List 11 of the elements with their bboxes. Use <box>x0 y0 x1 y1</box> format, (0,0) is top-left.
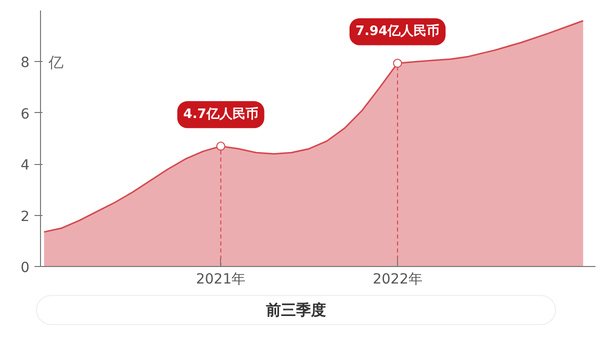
x-axis-title: 前三季度 <box>266 300 326 321</box>
y-tick-label: 0 <box>20 260 30 276</box>
y-tick-label: 2 <box>20 208 30 225</box>
y-tick-label: 6 <box>20 106 30 122</box>
x-tick-label: 2022年 <box>372 272 422 288</box>
y-axis-title: 亿 <box>48 54 64 72</box>
x-tick-label: 2021年 <box>196 272 246 288</box>
y-tick-label: 8 <box>20 55 30 72</box>
annotation: 7.94亿人民币 <box>356 23 440 40</box>
annotation: 4.7亿人民币 <box>183 106 258 122</box>
y-tick-label: 4 <box>20 158 30 174</box>
